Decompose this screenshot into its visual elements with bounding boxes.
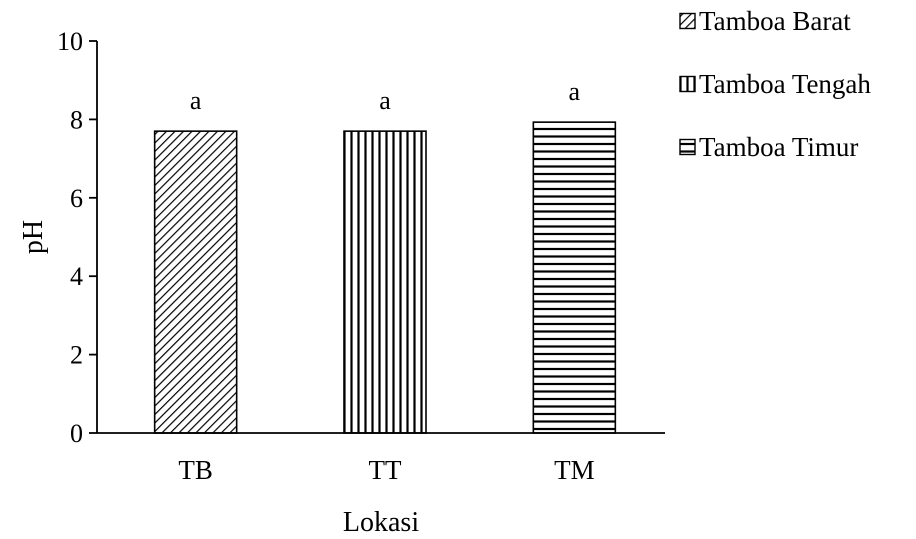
legend-swatch [679, 75, 696, 93]
bar-tm [532, 121, 617, 434]
y-tick-label: 8 [70, 105, 83, 134]
y-tick-label: 0 [70, 419, 83, 448]
legend: Tamboa Barat Tamboa Tengah Tamboa Timur [679, 6, 871, 162]
bar-tb [153, 130, 238, 434]
data-label: a [190, 86, 202, 115]
y-tick-label: 10 [57, 27, 83, 56]
x-axis-title: Lokasi [343, 507, 419, 538]
legend-entry: Tamboa Tengah [699, 69, 871, 99]
axes [96, 41, 665, 434]
y-tick-label: 2 [70, 341, 83, 370]
x-tick-label: TM [554, 455, 595, 485]
y-axis-title: pH [18, 220, 49, 254]
y-tick-label: 4 [70, 262, 83, 291]
bars [153, 121, 617, 434]
legend-swatch [679, 138, 696, 156]
y-tick-label: 6 [70, 184, 83, 213]
bar-tt [343, 130, 427, 434]
y-tick-labels: 0 2 4 6 8 10 [57, 27, 83, 448]
data-label: a [379, 86, 391, 115]
x-tick-label: TT [369, 455, 402, 485]
y-ticks [89, 40, 97, 434]
x-tick-label: TB [178, 455, 213, 485]
x-tick-labels: TB TT TM [178, 455, 594, 485]
legend-swatch [679, 12, 696, 30]
data-label: a [569, 77, 581, 106]
legend-entry: Tamboa Timur [699, 132, 858, 162]
legend-entry: Tamboa Barat [699, 6, 851, 36]
